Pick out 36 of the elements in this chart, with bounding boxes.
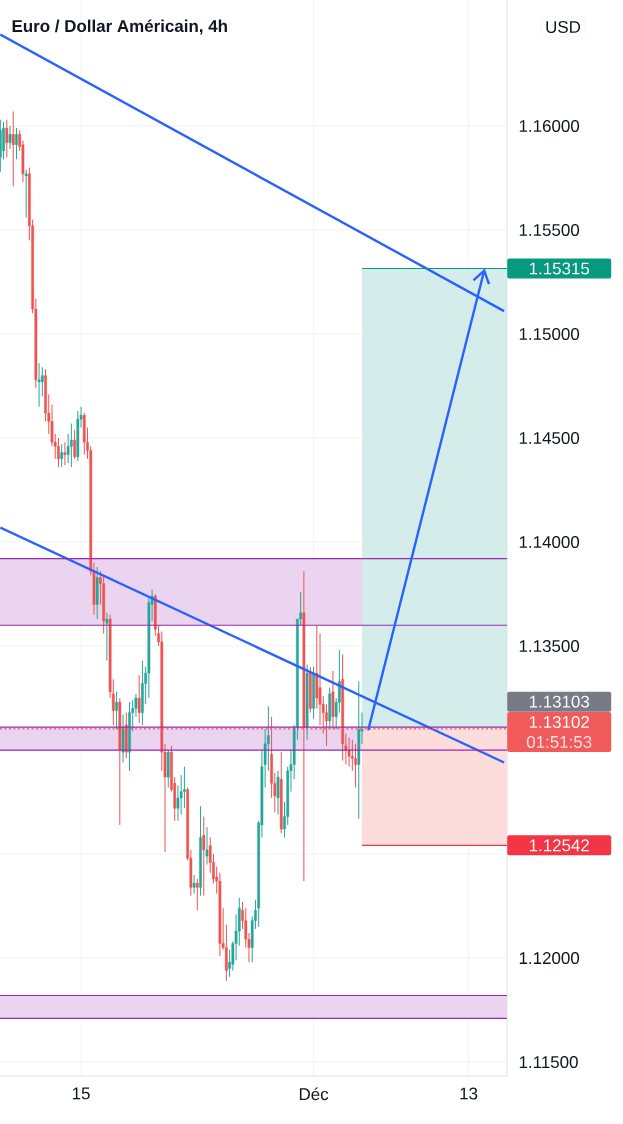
candlestick: [60, 443, 64, 468]
candlestick: [195, 878, 199, 911]
ref-line-label: 1.12542: [529, 839, 589, 852]
y-tick-label: 1.14000: [519, 536, 580, 549]
y-tick-label: 1.16000: [519, 120, 580, 133]
candlestick: [8, 125, 12, 150]
ref-line-label: 1.15315: [529, 262, 590, 275]
candlestick: [24, 169, 28, 219]
candlestick: [37, 362, 41, 408]
y-tick-label: 1.12000: [519, 952, 580, 965]
y-tick-label: 1.15000: [519, 328, 580, 341]
candlestick: [137, 674, 141, 724]
candlestick: [57, 437, 60, 468]
text: 01:51:53: [526, 735, 592, 748]
candlestick: [73, 429, 76, 460]
x-tick-label: 15: [72, 1087, 90, 1100]
y-tick-label: 1.15500: [519, 224, 580, 237]
x-tick-label: 13: [460, 1087, 478, 1100]
candlestick: [192, 874, 196, 895]
y-tick-label: 1.11500: [519, 1056, 578, 1069]
candlestick: [205, 826, 209, 865]
candlestick: [11, 110, 15, 187]
candlestick: [15, 127, 18, 160]
candlestick: [354, 743, 357, 788]
candlestick: [105, 612, 109, 662]
candlestick: [5, 119, 9, 158]
text: USD: [546, 20, 581, 33]
x-tick-label: Déc: [299, 1087, 329, 1101]
y-tick-label: 1.14500: [519, 432, 580, 445]
ref-line-label: 1.13102: [529, 716, 589, 729]
text: Euro / Dollar Américain, 4h: [12, 19, 227, 35]
candlestick: [347, 737, 351, 768]
candlestick: [70, 422, 73, 468]
y-tick-label: 1.13500: [519, 640, 580, 653]
text: 1.13103: [529, 695, 590, 708]
candlestick: [115, 691, 118, 730]
